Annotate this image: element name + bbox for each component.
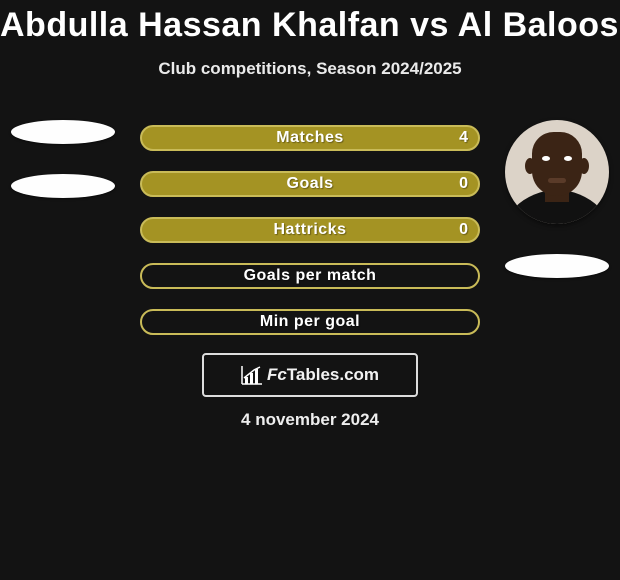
stat-bar: Min per goal xyxy=(140,309,480,335)
stat-bars: Matches 4 Goals 0 Hattricks 0 Goals per match M… xyxy=(140,125,480,355)
right-player-placeholder xyxy=(505,254,609,278)
stat-bar: Hattricks 0 xyxy=(140,217,480,243)
fctables-logo[interactable]: FcTables.com xyxy=(202,353,418,397)
stat-bar-right-value: 0 xyxy=(459,221,468,239)
stat-bar-label: Goals xyxy=(287,175,334,193)
stat-bar: Matches 4 xyxy=(140,125,480,151)
stat-bar-label: Matches xyxy=(276,129,344,147)
stat-bar-right-value: 4 xyxy=(459,129,468,147)
stat-bar-right-value: 0 xyxy=(459,175,468,193)
left-player-placeholder xyxy=(11,174,115,198)
stat-bar-label: Hattricks xyxy=(274,221,347,239)
left-player-placeholder xyxy=(11,120,115,144)
player-left-slot xyxy=(8,120,118,228)
page-title: Abdulla Hassan Khalfan vs Al Balooshi xyxy=(0,6,620,45)
date-text: 4 november 2024 xyxy=(0,410,620,430)
stat-bar-label: Goals per match xyxy=(244,267,377,285)
logo-text: FcTables.com xyxy=(267,365,379,385)
player-right-slot xyxy=(502,120,612,308)
right-player-avatar xyxy=(505,120,609,224)
stat-bar-label: Min per goal xyxy=(260,313,360,331)
stat-bar: Goals 0 xyxy=(140,171,480,197)
stat-bar: Goals per match xyxy=(140,263,480,289)
page-subtitle: Club competitions, Season 2024/2025 xyxy=(0,59,620,79)
bar-chart-icon xyxy=(241,365,263,385)
